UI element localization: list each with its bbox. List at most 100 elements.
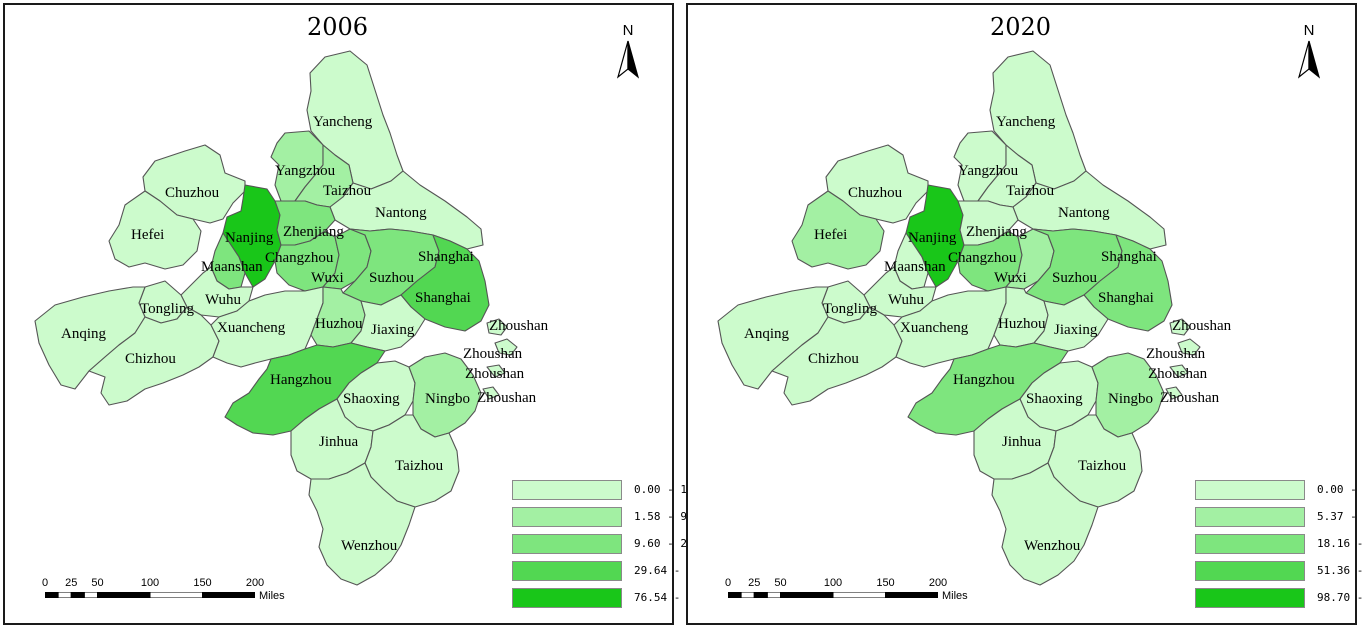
city-region-xuancheng <box>210 286 324 368</box>
city-label-nantong: Nantong <box>1058 205 1110 221</box>
city-label-taizhou_zj: Taizhou <box>395 458 444 474</box>
legend-range-label: 51.36 - 98.69 <box>1317 564 1363 577</box>
legend-range-label: 98.70 - 156.52 <box>1317 591 1363 604</box>
scale-unit-label: Miles <box>942 590 968 602</box>
city-label-wuxi: Wuxi <box>311 270 344 286</box>
city-label-shanghai-extra: Shanghai <box>1101 249 1157 265</box>
city-label-shanghai: Shanghai <box>1098 290 1154 306</box>
city-label-ningbo: Ningbo <box>1108 391 1153 407</box>
legend-swatch <box>1195 534 1305 554</box>
panel-title: 2020 <box>990 13 1052 41</box>
city-label-wuxi: Wuxi <box>994 270 1027 286</box>
city-region-ningbo <box>408 352 482 438</box>
scale-bar: 0 25 50 100 150 200 Miles <box>41 577 311 607</box>
scale-tick-label: 200 <box>245 577 265 589</box>
city-label-wenzhou: Wenzhou <box>341 538 398 554</box>
map-panel-2020: 2020 Yancheng Yangzhou Taizhou Nantong Chuzh… <box>686 3 1363 625</box>
city-label-taizhou_js: Taizhou <box>1006 183 1055 199</box>
scale-unit-label: Miles <box>259 590 285 602</box>
scale-tick-label: 150 <box>876 577 895 589</box>
north-arrow: N <box>613 19 643 83</box>
city-label-nantong: Nantong <box>375 205 427 221</box>
scale-segment <box>728 592 742 598</box>
scale-segment <box>766 592 781 598</box>
scale-segment <box>202 592 255 598</box>
city-label-wuhu: Wuhu <box>888 292 925 308</box>
city-label-changzhou: Changzhou <box>948 250 1017 266</box>
city-label-xuancheng: Xuancheng <box>217 320 286 336</box>
city-region-xuancheng <box>893 286 1007 368</box>
city-label-shanghai: Shanghai <box>415 290 471 306</box>
city-label-yancheng: Yancheng <box>996 114 1056 130</box>
scale-tick-label: 50 <box>774 577 787 589</box>
city-label-maanshan: Maanshan <box>201 259 263 275</box>
city-regions <box>34 50 518 586</box>
city-label-changzhou: Changzhou <box>265 250 334 266</box>
city-label-tongling: Tongling <box>823 301 877 317</box>
city-label-jiaxing: Jiaxing <box>1054 322 1098 338</box>
north-label: N <box>1304 22 1315 39</box>
city-label-zhoushan: Zhoushan <box>1172 318 1232 334</box>
city-region-chizhou <box>771 306 903 406</box>
north-arrow-icon: N <box>1297 22 1321 79</box>
city-label-zhoushan: Zhoushan <box>489 318 549 334</box>
city-label-suzhou: Suzhou <box>1052 270 1098 286</box>
city-labels: YanchengYangzhouTaizhouNantongChuzhouHef… <box>744 114 1232 554</box>
city-label-yangzhou: Yangzhou <box>275 163 336 179</box>
scale-segment <box>740 592 755 598</box>
city-label-chuzhou: Chuzhou <box>165 185 220 201</box>
scale-segment <box>45 592 59 598</box>
legend-swatch <box>512 534 622 554</box>
north-arrow: N <box>1294 19 1324 83</box>
legend-range-label: 5.37 - 18.15 <box>1317 510 1363 523</box>
panel-title: 2006 <box>307 13 369 41</box>
city-label-chuzhou: Chuzhou <box>848 185 903 201</box>
city-region-wenzhou <box>991 462 1099 586</box>
scale-tick-label: 100 <box>140 577 160 589</box>
city-label-jiaxing: Jiaxing <box>371 322 415 338</box>
city-label-hangzhou: Hangzhou <box>270 372 332 388</box>
city-label-chizhou: Chizhou <box>125 351 176 367</box>
city-label-zhenjiang: Zhenjiang <box>283 224 344 240</box>
legend-range-label: 18.16 - 51.35 <box>1317 537 1363 550</box>
city-label-shaoxing: Shaoxing <box>1026 391 1083 407</box>
city-label-jinhua: Jinhua <box>1002 434 1042 450</box>
scale-segment <box>832 592 886 598</box>
city-regions <box>717 50 1201 586</box>
city-label-zhoushan-extra: Zhoushan <box>1148 366 1208 382</box>
scale-segment <box>149 592 203 598</box>
city-label-huzhou: Huzhou <box>315 316 363 332</box>
scale-tick-label: 200 <box>928 577 948 589</box>
city-region-jiaxing <box>1033 294 1109 352</box>
scale-tick-label: 150 <box>193 577 212 589</box>
legend-range-label: 0.00 - 5.36 <box>1317 483 1363 496</box>
city-label-zhoushan-extra: Zhoushan <box>463 346 523 362</box>
city-label-taizhou_js: Taizhou <box>323 183 372 199</box>
scale-segment <box>885 592 938 598</box>
city-label-wenzhou: Wenzhou <box>1024 538 1081 554</box>
scale-tick-label: 50 <box>91 577 104 589</box>
city-label-chizhou: Chizhou <box>808 351 859 367</box>
city-region-shanghai <box>400 234 490 332</box>
legend-swatch <box>512 507 622 527</box>
city-label-nanjing: Nanjing <box>908 230 957 246</box>
city-region-chizhou <box>88 306 220 406</box>
scale-segment <box>57 592 72 598</box>
scale-tick-label: 100 <box>823 577 843 589</box>
choropleth-map: YanchengYangzhouTaizhouNantongChuzhouHef… <box>34 50 549 586</box>
city-label-shanghai-extra: Shanghai <box>418 249 474 265</box>
city-label-anqing: Anqing <box>61 326 107 342</box>
city-label-anqing: Anqing <box>744 326 790 342</box>
city-label-hefei: Hefei <box>131 227 164 243</box>
scale-segment <box>83 592 98 598</box>
city-label-zhoushan-extra: Zhoushan <box>465 366 525 382</box>
city-label-shaoxing: Shaoxing <box>343 391 400 407</box>
legend-swatch <box>512 480 622 500</box>
city-label-nanjing: Nanjing <box>225 230 274 246</box>
city-label-maanshan: Maanshan <box>884 259 946 275</box>
scale-tick-label: 25 <box>748 577 761 589</box>
legend-swatch <box>512 588 622 608</box>
city-labels: YanchengYangzhouTaizhouNantongChuzhouHef… <box>61 114 549 554</box>
choropleth-map: YanchengYangzhouTaizhouNantongChuzhouHef… <box>717 50 1232 586</box>
city-label-ningbo: Ningbo <box>425 391 470 407</box>
